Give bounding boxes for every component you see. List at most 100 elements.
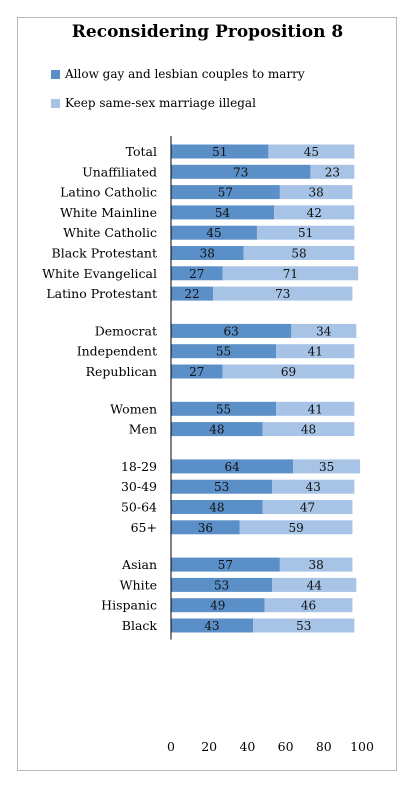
bar-white-catholic-keep [256,225,355,240]
chart-title: Reconsidering Proposition 8 [71,22,344,42]
bar-latino-catholic-keep [279,185,353,200]
bar-18-29-allow [171,459,294,474]
category-label-men: Men [129,422,157,437]
bar-30-49-allow [171,479,273,494]
bar-50-64-keep [262,500,353,514]
bar-black-protestant-allow [171,246,244,260]
bar-white-catholic-allow [171,225,257,240]
value-label-black-allow: 43 [204,619,219,633]
category-label-18-29: 18-29 [121,459,157,474]
bar-asian-allow [171,557,280,572]
value-label-30-49-keep: 43 [306,480,321,494]
value-label-unaffiliated-keep: 23 [325,165,340,179]
bar-total-allow [171,144,269,159]
category-label-white-evangelical: White Evangelical [42,266,157,281]
bar-hispanic-keep [264,598,353,613]
value-label-65-allow: 36 [198,521,213,535]
category-label-white-catholic: White Catholic [63,225,157,240]
value-label-white-keep: 44 [307,578,323,592]
bar-white-keep [272,577,357,592]
category-label-black-protestant: Black Protestant [52,246,157,261]
bar-white-mainline-keep [274,205,355,220]
bar-men-keep [262,422,355,437]
value-label-asian-keep: 38 [309,558,324,572]
bar-latino-protestant-keep [213,286,353,301]
bar-asian-keep [279,557,353,572]
value-label-democrat-keep: 34 [316,324,332,338]
category-label-unaffiliated: Unaffiliated [82,164,157,179]
value-label-white-mainline-keep: 42 [307,206,322,220]
bar-women-allow [171,401,277,416]
value-label-independent-allow: 55 [216,345,231,359]
bar-republican-keep [222,364,355,379]
category-label-white: White [120,577,157,592]
bar-white-evangelical-keep [222,266,359,281]
category-label-total: Total [126,144,157,159]
value-label-asian-allow: 57 [218,558,233,572]
value-label-republican-allow: 27 [189,365,204,379]
bar-men-allow [171,422,263,437]
legend-swatch-allow [51,69,60,79]
value-label-latino-protestant-allow: 22 [184,287,199,301]
value-label-unaffiliated-allow: 73 [233,165,248,179]
x-tick-label-100: 100 [350,739,374,754]
x-tick-label-20: 20 [201,739,217,754]
value-label-black-protestant-allow: 38 [200,247,215,261]
value-label-18-29-allow: 64 [224,460,240,474]
bar-women-keep [276,401,355,416]
bar-latino-catholic-allow [171,185,280,200]
value-label-hispanic-keep: 46 [301,599,316,613]
bar-independent-keep [276,344,355,359]
bar-white-allow [171,577,273,592]
category-label-republican: Republican [86,364,157,379]
category-label-latino-protestant: Latino Protestant [46,286,157,301]
bar-independent-allow [171,344,277,359]
bar-hispanic-allow [171,598,265,613]
category-label-independent: Independent [77,344,157,359]
value-label-hispanic-allow: 49 [210,599,225,613]
value-label-white-mainline-allow: 54 [215,206,231,220]
legend-label-keep: Keep same-sex marriage illegal [65,96,256,110]
x-tick-label-80: 80 [316,739,332,754]
category-label-65: 65+ [131,520,157,535]
bar-latino-protestant-allow [171,286,214,301]
bar-white-mainline-allow [171,205,275,220]
bar-unaffiliated-allow [171,164,311,179]
value-label-democrat-allow: 63 [224,324,239,338]
x-tick-label-0: 0 [167,739,175,754]
legend-label-allow: Allow gay and lesbian couples to marry [65,67,305,81]
value-label-latino-protestant-keep: 73 [275,287,290,301]
bar-black-keep [253,618,355,633]
bar-white-evangelical-allow [171,266,223,281]
value-label-white-catholic-allow: 45 [206,226,221,240]
value-label-50-64-keep: 47 [300,501,315,515]
value-label-white-evangelical-allow: 27 [189,267,204,281]
value-label-white-evangelical-keep: 71 [283,267,298,281]
bar-unaffiliated-keep [310,164,355,179]
bar-65-keep [239,520,353,535]
legend-item-allow: Allow gay and lesbian couples to marry [51,66,305,82]
value-label-women-keep: 41 [308,402,323,416]
value-label-total-keep: 45 [304,145,319,159]
value-label-white-catholic-keep: 51 [298,226,313,240]
value-label-30-49-allow: 53 [214,480,229,494]
category-label-democrat: Democrat [95,323,157,338]
category-label-hispanic: Hispanic [101,598,157,613]
value-label-black-protestant-keep: 58 [291,247,306,261]
bar-65-allow [171,520,240,535]
value-label-republican-keep: 69 [281,365,296,379]
value-label-65-keep: 59 [288,521,303,535]
bar-republican-allow [171,364,223,379]
bar-30-49-keep [272,479,355,494]
value-label-18-29-keep: 35 [319,460,334,474]
chart-frame [17,17,397,771]
value-label-men-keep: 48 [301,423,316,437]
bar-black-protestant-keep [243,246,355,260]
category-label-latino-catholic: Latino Catholic [60,185,157,200]
x-tick-label-60: 60 [278,739,294,754]
value-label-women-allow: 55 [216,402,231,416]
bar-democrat-keep [291,323,357,338]
category-label-white-mainline: White Mainline [60,205,157,220]
value-label-independent-keep: 41 [308,345,323,359]
